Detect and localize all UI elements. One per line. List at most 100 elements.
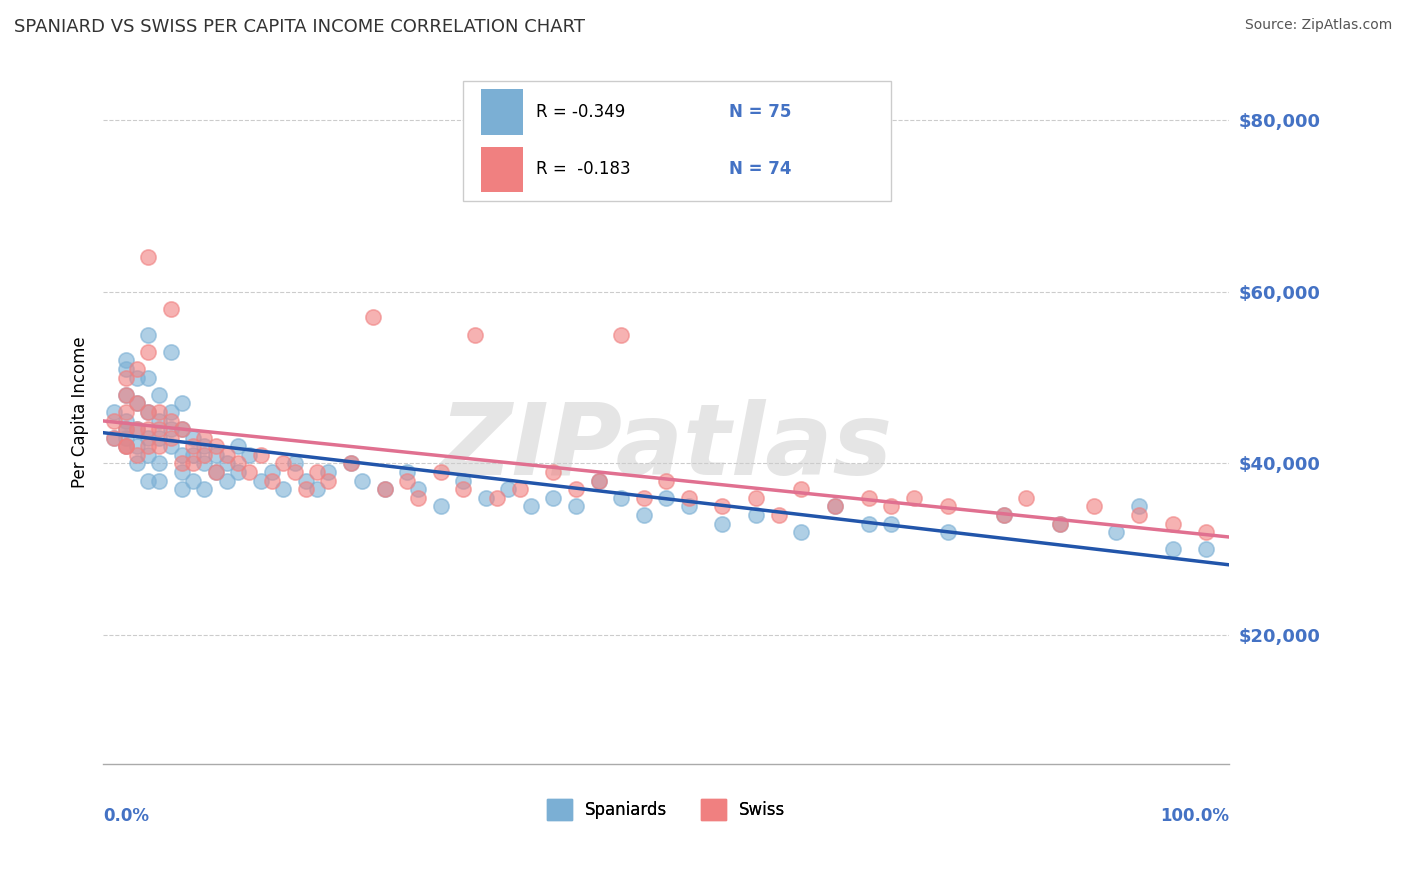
Point	[858, 491, 880, 505]
Point	[408, 491, 430, 505]
Point	[125, 422, 148, 436]
Point	[159, 413, 181, 427]
Point	[790, 483, 813, 497]
Point	[790, 525, 813, 540]
Point	[858, 516, 880, 531]
Point	[509, 483, 531, 497]
Point	[114, 353, 136, 368]
Point	[159, 431, 181, 445]
Point	[136, 405, 159, 419]
Point	[148, 405, 170, 419]
Point	[193, 448, 215, 462]
Point	[159, 344, 181, 359]
Point	[498, 483, 520, 497]
Point	[103, 431, 125, 445]
Point	[193, 483, 215, 497]
Text: 100.0%: 100.0%	[1160, 806, 1229, 824]
Point	[1049, 516, 1071, 531]
Point	[294, 483, 316, 497]
Point	[136, 327, 159, 342]
Point	[543, 465, 565, 479]
Point	[316, 465, 339, 479]
Point	[181, 448, 204, 462]
Point	[283, 457, 305, 471]
Point	[114, 388, 136, 402]
Point	[170, 448, 193, 462]
Point	[363, 310, 385, 325]
Point	[204, 465, 226, 479]
Point	[238, 465, 260, 479]
Point	[114, 422, 136, 436]
Point	[193, 431, 215, 445]
Point	[125, 396, 148, 410]
Point	[396, 465, 419, 479]
Point	[148, 474, 170, 488]
Point	[430, 465, 453, 479]
Point	[824, 500, 846, 514]
Point	[408, 483, 430, 497]
Point	[125, 422, 148, 436]
Point	[193, 457, 215, 471]
Point	[305, 483, 328, 497]
Point	[249, 448, 271, 462]
Point	[215, 474, 238, 488]
Point	[114, 422, 136, 436]
Point	[520, 500, 543, 514]
Point	[114, 362, 136, 376]
Point	[125, 439, 148, 453]
Point	[148, 431, 170, 445]
Point	[125, 370, 148, 384]
Point	[1105, 525, 1128, 540]
Point	[114, 439, 136, 453]
Legend: Spaniards, Swiss: Spaniards, Swiss	[540, 793, 792, 826]
Point	[768, 508, 790, 522]
Point	[170, 483, 193, 497]
Point	[880, 500, 903, 514]
Point	[125, 448, 148, 462]
Point	[114, 431, 136, 445]
Point	[374, 483, 396, 497]
Point	[125, 457, 148, 471]
Point	[103, 431, 125, 445]
Point	[565, 500, 588, 514]
Point	[114, 413, 136, 427]
Point	[610, 327, 633, 342]
Point	[159, 301, 181, 316]
Text: Source: ZipAtlas.com: Source: ZipAtlas.com	[1244, 18, 1392, 32]
Point	[181, 457, 204, 471]
Point	[271, 483, 294, 497]
Point	[880, 516, 903, 531]
Point	[114, 388, 136, 402]
Point	[170, 422, 193, 436]
Point	[181, 474, 204, 488]
Point	[588, 474, 610, 488]
Point	[159, 405, 181, 419]
Point	[475, 491, 498, 505]
Point	[136, 448, 159, 462]
Point	[633, 508, 655, 522]
Point	[148, 439, 170, 453]
Point	[170, 396, 193, 410]
Point	[374, 483, 396, 497]
Point	[148, 388, 170, 402]
Point	[565, 483, 588, 497]
Point	[316, 474, 339, 488]
Point	[678, 500, 700, 514]
Point	[1128, 500, 1150, 514]
Point	[340, 457, 363, 471]
Point	[170, 422, 193, 436]
Point	[453, 474, 475, 488]
Point	[396, 474, 419, 488]
Point	[159, 439, 181, 453]
Point	[464, 327, 486, 342]
Point	[453, 483, 475, 497]
Point	[148, 422, 170, 436]
Point	[633, 491, 655, 505]
Point	[1049, 516, 1071, 531]
Point	[486, 491, 509, 505]
Point	[136, 405, 159, 419]
Point	[204, 439, 226, 453]
Point	[170, 465, 193, 479]
Y-axis label: Per Capita Income: Per Capita Income	[72, 336, 89, 488]
Point	[993, 508, 1015, 522]
